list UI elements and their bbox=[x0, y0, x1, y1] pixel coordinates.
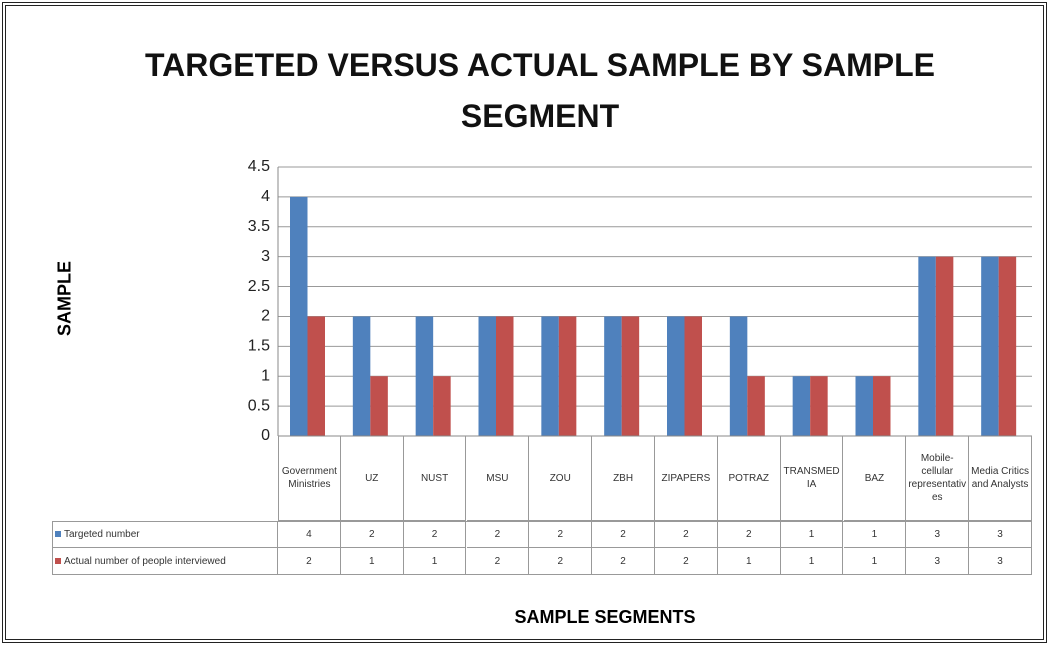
y-tick-label: 4 bbox=[261, 188, 270, 205]
table-value: 3 bbox=[906, 548, 970, 575]
x-tick-label: Government Ministries bbox=[278, 436, 341, 521]
table-value: 1 bbox=[780, 548, 844, 575]
frame bbox=[2, 2, 1047, 643]
y-tick-label: 1 bbox=[261, 367, 270, 384]
table-value: 3 bbox=[969, 521, 1032, 548]
y-tick-label: 4.5 bbox=[248, 158, 270, 175]
bar bbox=[747, 376, 765, 436]
x-tick-label: MSU bbox=[466, 436, 530, 521]
table-value: 1 bbox=[780, 521, 844, 548]
legend-label: Targeted number bbox=[64, 528, 140, 540]
legend-entry: Targeted number bbox=[52, 521, 278, 548]
bar bbox=[855, 376, 873, 436]
x-tick-label: ZIPAPERS bbox=[655, 436, 718, 521]
y-tick-label: 2 bbox=[261, 308, 270, 325]
table-value: 1 bbox=[340, 548, 404, 575]
x-tick-label: ZBH bbox=[592, 436, 655, 521]
y-tick-label: 0.5 bbox=[248, 397, 270, 414]
table-value: 2 bbox=[340, 521, 404, 548]
x-tick-label: TRANSMEDIA bbox=[780, 436, 844, 521]
y-tick-label: 2.5 bbox=[248, 278, 270, 295]
legend-entry: Actual number of people interviewed bbox=[52, 548, 278, 575]
table-value: 1 bbox=[717, 548, 781, 575]
table-value: 2 bbox=[466, 521, 530, 548]
table-value: 2 bbox=[466, 548, 530, 575]
table-value: 2 bbox=[278, 548, 341, 575]
table-value: 2 bbox=[655, 548, 718, 575]
x-tick-label: Mobile-cellular representatives bbox=[906, 436, 970, 521]
table-value: 2 bbox=[592, 521, 655, 548]
legend-swatch bbox=[55, 531, 61, 537]
bar bbox=[810, 376, 828, 436]
bar bbox=[496, 316, 514, 436]
bar bbox=[433, 376, 451, 436]
table-value: 1 bbox=[843, 548, 907, 575]
legend-label: Actual number of people interviewed bbox=[64, 555, 226, 567]
bar bbox=[478, 316, 496, 436]
table-value: 1 bbox=[843, 521, 907, 548]
bar bbox=[621, 316, 640, 436]
bar bbox=[684, 316, 702, 436]
bar bbox=[352, 316, 371, 436]
table-value: 2 bbox=[717, 521, 781, 548]
y-tick-label: 3.5 bbox=[248, 218, 270, 235]
bar bbox=[918, 256, 936, 436]
bar bbox=[370, 376, 388, 436]
bar bbox=[290, 196, 308, 436]
table-value: 3 bbox=[969, 548, 1032, 575]
y-tick-label: 1.5 bbox=[248, 338, 270, 355]
bar bbox=[998, 256, 1017, 436]
bar bbox=[873, 376, 891, 436]
x-tick-label: UZ bbox=[340, 436, 404, 521]
bar bbox=[307, 316, 325, 436]
bar bbox=[981, 256, 999, 436]
bar bbox=[729, 316, 748, 436]
table-value: 2 bbox=[403, 521, 467, 548]
table-value: 2 bbox=[529, 548, 593, 575]
y-tick-label: 0 bbox=[261, 427, 270, 444]
x-axis-label: SAMPLE SEGMENTS bbox=[514, 607, 696, 627]
x-tick-label: BAZ bbox=[843, 436, 907, 521]
bar bbox=[792, 376, 811, 436]
x-tick-label: NUST bbox=[403, 436, 467, 521]
table-value: 1 bbox=[403, 548, 467, 575]
table-value: 2 bbox=[592, 548, 655, 575]
table-value: 2 bbox=[655, 521, 718, 548]
bar bbox=[935, 256, 954, 436]
bar bbox=[558, 316, 577, 436]
bar bbox=[541, 316, 559, 436]
bar bbox=[667, 316, 685, 436]
legend-swatch bbox=[55, 558, 61, 564]
bar bbox=[604, 316, 622, 436]
table-value: 4 bbox=[278, 521, 341, 548]
x-tick-label: Media Critics and Analysts bbox=[969, 436, 1032, 521]
table-value: 2 bbox=[529, 521, 593, 548]
table-value: 3 bbox=[906, 521, 970, 548]
x-tick-label: ZOU bbox=[529, 436, 593, 521]
x-tick-label: POTRAZ bbox=[717, 436, 781, 521]
bar bbox=[415, 316, 434, 436]
y-tick-label: 3 bbox=[261, 248, 270, 265]
chart-title: TARGETED VERSUS ACTUAL SAMPLE BY SAMPLE … bbox=[145, 47, 935, 134]
